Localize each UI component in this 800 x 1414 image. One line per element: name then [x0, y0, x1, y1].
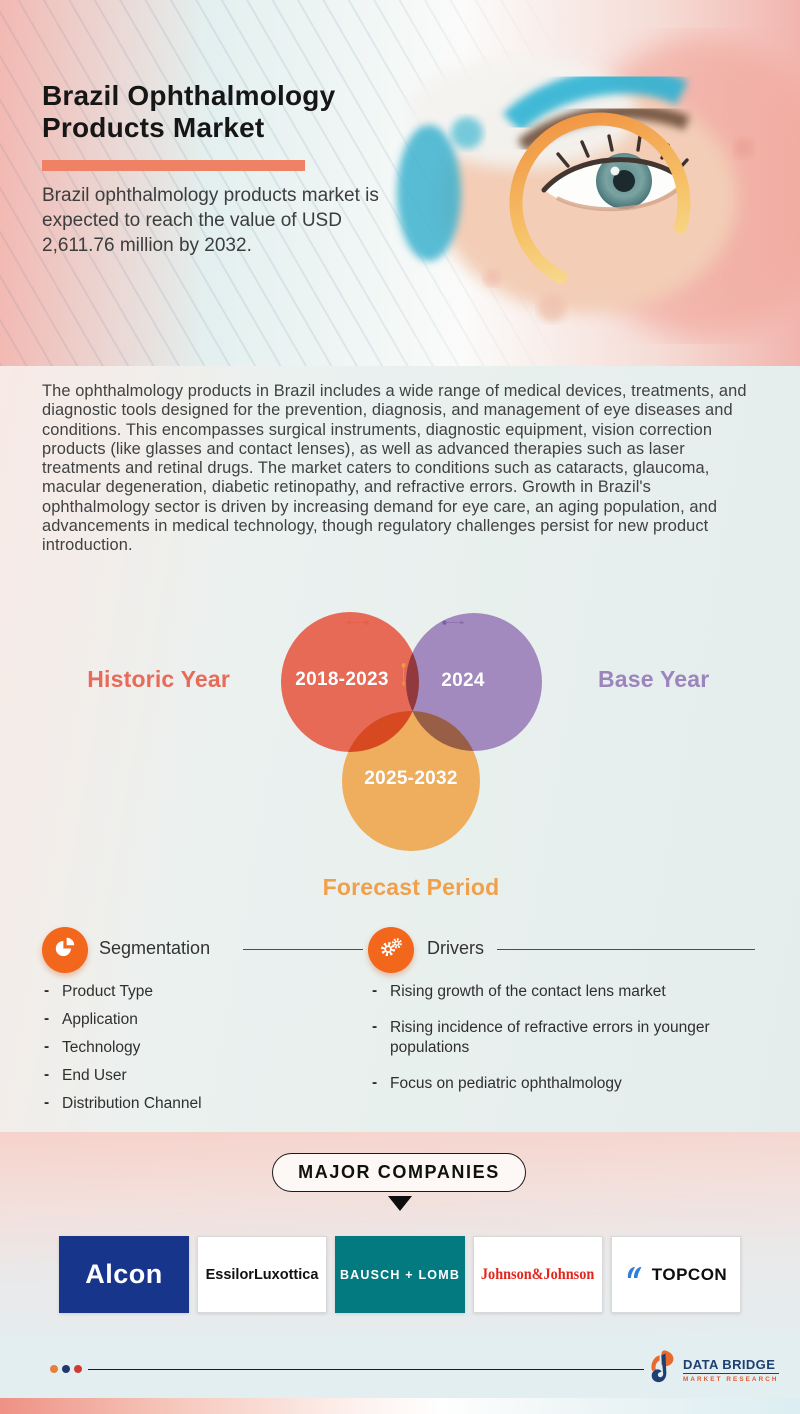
drivers-title: Drivers [427, 938, 484, 958]
base-year-label: Base Year [598, 666, 710, 692]
list-item: Application [44, 1009, 202, 1030]
footer-rule [88, 1368, 644, 1370]
footer-background [0, 1336, 800, 1398]
drivers-list: Rising growth of the contact lens market… [372, 981, 760, 1110]
drivers-divider [497, 949, 755, 950]
bottom-strip [0, 1398, 800, 1414]
gears-icon [377, 934, 405, 967]
accent-divider [42, 160, 305, 171]
alcon-logo: Alcon [59, 1236, 189, 1313]
johnson-johnson-logo: Johnson&Johnson [473, 1236, 603, 1313]
topcon-icon [625, 1265, 647, 1285]
brand-name: DATA BRIDGE [683, 1357, 779, 1374]
drivers-icon-badge [368, 927, 414, 973]
header: Brazil Ophthalmology Products Market Bra… [0, 0, 800, 366]
list-item: Technology [44, 1037, 202, 1058]
segmentation-divider [243, 949, 363, 950]
forecast-period-label: Forecast Period [322, 874, 500, 900]
list-item: Focus on pediatric ophthalmology [372, 1073, 760, 1094]
timeline-venn-diagram: 2018-2023 2024 2025-2032 Historic Year B… [0, 590, 800, 920]
footer: DATA BRIDGE MARKET RESEARCH [0, 1336, 800, 1398]
venn-circles [0, 590, 800, 920]
list-item: Rising incidence of refractive errors in… [372, 1017, 760, 1058]
list-item: End User [44, 1065, 202, 1086]
list-item: Product Type [44, 981, 202, 1002]
forecast-period-range: 2025-2032 [364, 768, 458, 789]
base-year-range: 2024 [441, 670, 485, 691]
major-companies-section: MAJOR COMPANIES Alcon EssilorLuxottica B… [0, 1130, 800, 1336]
brand-tagline: MARKET RESEARCH [683, 1375, 779, 1383]
databridge-brand: DATA BRIDGE MARKET RESEARCH [648, 1348, 779, 1391]
page-title: Brazil Ophthalmology Products Market [42, 80, 336, 143]
historic-year-range: 2018-2023 [295, 669, 389, 690]
historic-year-label: Historic Year [87, 666, 230, 692]
segmentation-title: Segmentation [99, 938, 211, 958]
market-description: The ophthalmology products in Brazil inc… [42, 382, 747, 555]
forecast-period-circle [342, 711, 480, 851]
list-item: Distribution Channel [44, 1093, 202, 1114]
banner-pointer-icon [388, 1196, 412, 1211]
eye-illustration [372, 28, 800, 344]
bausch-lomb-logo: BAUSCH + LOMB [335, 1236, 465, 1313]
segmentation-list: Product Type Application Technology End … [44, 981, 202, 1122]
footer-dot [74, 1365, 82, 1373]
company-logo-row: Alcon EssilorLuxottica BAUSCH + LOMB Joh… [59, 1236, 741, 1313]
market-value-statement: Brazil ophthalmology products market is … [42, 185, 379, 256]
topcon-logo: TOPCON [611, 1236, 741, 1313]
list-item: Rising growth of the contact lens market [372, 981, 760, 1002]
essilorluxottica-logo: EssilorLuxottica [197, 1236, 327, 1313]
major-companies-banner: MAJOR COMPANIES [272, 1153, 526, 1192]
footer-dot [62, 1365, 70, 1373]
segmentation-drivers-section: Segmentation Product Type Application Te… [0, 920, 800, 1132]
footer-dot [50, 1365, 58, 1373]
databridge-logo-icon [648, 1348, 678, 1391]
segmentation-icon-badge [42, 927, 88, 973]
pie-chart-icon [52, 935, 78, 966]
